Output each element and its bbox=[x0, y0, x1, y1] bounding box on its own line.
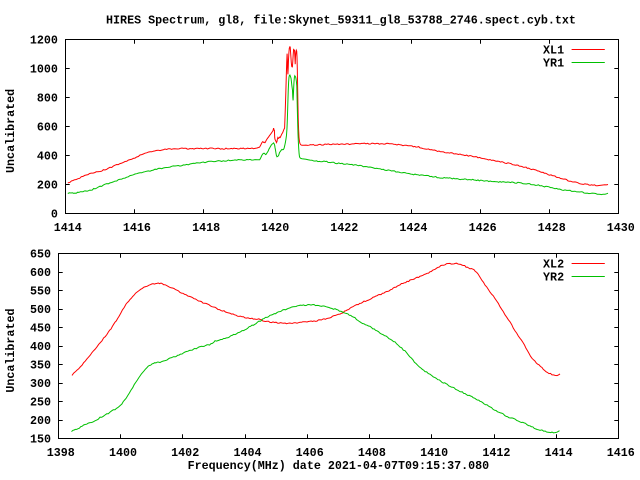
svg-text:250: 250 bbox=[30, 396, 51, 410]
svg-text:550: 550 bbox=[30, 285, 51, 299]
svg-text:450: 450 bbox=[30, 322, 51, 336]
svg-text:1406: 1406 bbox=[296, 446, 324, 460]
svg-text:1402: 1402 bbox=[171, 446, 199, 460]
svg-text:1200: 1200 bbox=[30, 34, 58, 48]
svg-text:1398: 1398 bbox=[47, 446, 75, 460]
svg-text:1404: 1404 bbox=[233, 446, 261, 460]
svg-text:600: 600 bbox=[30, 266, 51, 280]
svg-text:HIRES Spectrum, gl8, file:Skyn: HIRES Spectrum, gl8, file:Skynet_59311_g… bbox=[106, 13, 576, 27]
svg-text:XL1: XL1 bbox=[543, 44, 564, 58]
svg-text:1418: 1418 bbox=[192, 221, 220, 235]
svg-text:200: 200 bbox=[30, 414, 51, 428]
svg-text:300: 300 bbox=[30, 377, 51, 391]
svg-text:600: 600 bbox=[37, 121, 58, 135]
svg-text:1416: 1416 bbox=[607, 446, 635, 460]
svg-text:150: 150 bbox=[30, 433, 51, 447]
svg-text:YR2: YR2 bbox=[543, 271, 564, 285]
svg-text:1424: 1424 bbox=[399, 221, 427, 235]
svg-text:1408: 1408 bbox=[358, 446, 386, 460]
svg-text:Uncalibrated: Uncalibrated bbox=[4, 309, 18, 393]
svg-text:200: 200 bbox=[37, 179, 58, 193]
svg-text:1412: 1412 bbox=[482, 446, 510, 460]
svg-text:500: 500 bbox=[30, 303, 51, 317]
svg-text:1420: 1420 bbox=[261, 221, 289, 235]
svg-text:YR1: YR1 bbox=[543, 57, 564, 71]
svg-text:1426: 1426 bbox=[469, 221, 497, 235]
svg-text:650: 650 bbox=[30, 248, 51, 262]
svg-text:Frequency(MHz) date 2021-04-07: Frequency(MHz) date 2021-04-07T09:15:37.… bbox=[188, 459, 490, 473]
svg-text:XL2: XL2 bbox=[543, 258, 564, 272]
svg-text:1428: 1428 bbox=[538, 221, 566, 235]
svg-text:1000: 1000 bbox=[30, 63, 58, 77]
svg-text:1414: 1414 bbox=[54, 221, 82, 235]
svg-text:400: 400 bbox=[37, 150, 58, 164]
svg-text:800: 800 bbox=[37, 92, 58, 106]
svg-text:0: 0 bbox=[51, 208, 58, 222]
svg-text:1430: 1430 bbox=[607, 221, 635, 235]
svg-text:Uncalibrated: Uncalibrated bbox=[4, 89, 18, 173]
svg-text:1400: 1400 bbox=[109, 446, 137, 460]
svg-text:350: 350 bbox=[30, 359, 51, 373]
svg-text:1422: 1422 bbox=[330, 221, 358, 235]
svg-text:1410: 1410 bbox=[420, 446, 448, 460]
svg-text:400: 400 bbox=[30, 340, 51, 354]
svg-text:1416: 1416 bbox=[123, 221, 151, 235]
svg-text:1414: 1414 bbox=[545, 446, 573, 460]
